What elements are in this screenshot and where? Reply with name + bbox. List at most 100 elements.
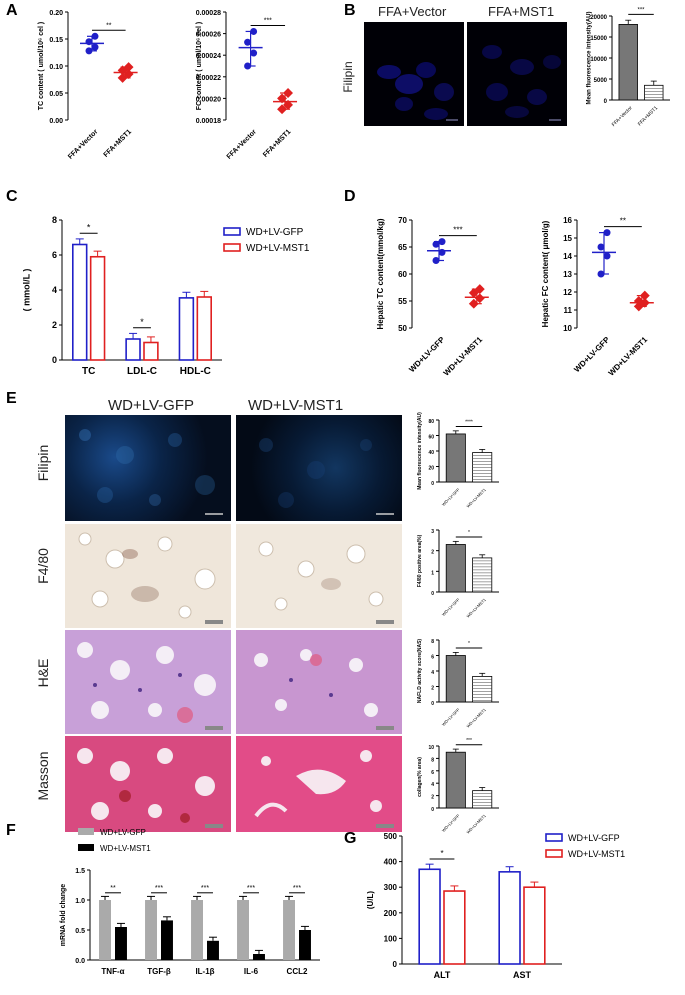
g-y-tick-label: 300	[384, 883, 398, 892]
a-right-y-tick-label: 0.00022	[196, 75, 221, 82]
e-bar-0-y-tick-label: 20	[428, 466, 434, 472]
f-bar	[115, 927, 127, 960]
chart-e-f480: 0 1 2 3 F4/80 positive area(%) WD+LV-GFP WD+LV…	[417, 529, 499, 619]
a-left-point	[91, 43, 99, 51]
a-left-y-axis-label: TC content ( umol/10⁶ cel )	[38, 22, 45, 110]
a-right-y-tick-label: 0.00024	[196, 53, 221, 60]
c-x-label: LDL-C	[127, 366, 157, 377]
g-y-axis-label: (U/L)	[366, 891, 375, 910]
e-bar-0-y-tick-label: 0	[431, 481, 434, 487]
c-legend-swatch	[223, 227, 241, 236]
d-left-point	[432, 240, 440, 248]
d-right-x-label: WD+LV-MST1	[607, 335, 650, 378]
d-right-point	[597, 270, 605, 278]
e-bar-3-sig-label: ***	[466, 738, 472, 744]
d-left-point	[432, 257, 440, 264]
a-right-x-label: FFA+Vector	[226, 128, 259, 161]
b-bar-y-tick-label: 0	[604, 99, 608, 105]
e-bar-0-sig-label: ****	[465, 420, 473, 426]
b-bar-y-tick-label: 10000	[590, 57, 607, 63]
e-masson-mst1	[236, 736, 402, 832]
e-bar-2-y-tick-label: 8	[431, 639, 434, 645]
e-bar-2-y-tick-label: 4	[431, 670, 434, 676]
a-left-y-tick-label: 0.20	[49, 10, 63, 17]
g-y-tick-label: 400	[384, 858, 398, 867]
d-right-point	[603, 229, 611, 237]
g-legend-swatch	[545, 849, 563, 858]
f-x-label: IL-6	[244, 967, 259, 976]
a-left-y-tick-label: 0.00	[49, 118, 63, 125]
g-bar	[498, 871, 521, 965]
d-left-point	[438, 238, 446, 246]
e-bar-3-y-tick-label: 6	[431, 770, 434, 776]
e-bar-2-sig-label: *	[468, 641, 470, 647]
g-sig-label: *	[440, 849, 443, 858]
panel-letter-f: F	[6, 822, 16, 839]
a-left-point	[85, 38, 93, 46]
panel-letter-c: C	[6, 188, 18, 205]
e-bar-1-bar	[445, 544, 466, 593]
a-left-point	[91, 32, 99, 40]
a-right-y-tick-label: 0.00018	[196, 118, 221, 125]
e-bar-0-y-axis-label: Mean fluorescence intensity(AU)	[417, 412, 423, 490]
f-y-tick-label: 0.5	[75, 928, 85, 935]
a-right-point	[277, 93, 287, 104]
d-left-y-tick-label: 60	[398, 270, 407, 279]
chart-d-hepatic-fc: 10 11 12 13 14 15 16 Hepatic FC content( μmol/g…	[541, 216, 654, 378]
e-bar-0-y-tick-label: 60	[428, 435, 434, 441]
b-micrograph-vector	[364, 22, 464, 126]
e-bar-2-x-label: WD+LV-GFP	[441, 707, 461, 727]
e-bar-2-y-axis-label: NAFLD activity score(NAS)	[417, 639, 423, 704]
chart-a-tc-content: 0.00 0.05 0.10 0.15 0.20 TC content ( umol/10…	[38, 10, 138, 161]
f-legend-label: WD+LV-GFP	[100, 828, 146, 837]
a-right-y-tick-label: 0.00026	[196, 32, 221, 39]
e-bar-3-y-tick-label: 0	[431, 807, 434, 813]
e-bar-0-bar	[445, 433, 466, 483]
f-bar	[191, 900, 203, 960]
chart-c-lipids: 0 2 4 6 8 ( mmol/L ) TC * LDL-C * HDL-C WD+LV-GFP WD…	[22, 215, 310, 377]
e-bar-1-y-tick-label: 0	[431, 591, 434, 597]
e-he-mst1-texture	[254, 649, 394, 730]
panel-letter-g: G	[344, 830, 357, 847]
a-right-point	[244, 38, 252, 46]
g-y-tick-label: 0	[393, 960, 398, 969]
c-sig-label: *	[87, 222, 91, 232]
c-y-tick-label: 2	[52, 320, 57, 330]
c-legend-swatch	[223, 243, 241, 252]
a-left-point	[85, 47, 93, 55]
d-left-point	[474, 293, 485, 304]
c-legend-label: WD+LV-MST1	[246, 243, 310, 254]
g-bar	[523, 886, 546, 965]
a-left-x-label: FFA+MST1	[103, 128, 133, 158]
g-x-label: AST	[513, 970, 532, 980]
b-bar-bar	[618, 23, 638, 101]
e-f480-gfp	[65, 524, 231, 628]
e-bar-1-y-tick-label: 2	[431, 550, 434, 556]
e-f480-mst1-texture	[258, 541, 394, 624]
e-bar-3-bar	[445, 751, 466, 809]
e-bar-2-y-tick-label: 6	[431, 655, 434, 661]
b-bar-x-label: FFA+MST1	[637, 105, 659, 127]
c-bar	[196, 296, 212, 361]
e-he-gfp-texture	[77, 642, 223, 730]
d-left-x-label: WD+LV-MST1	[442, 335, 485, 378]
b-bar-y-axis-label: Mean fluorescence intensity(AU)	[586, 11, 592, 104]
e-bar-1-x-label: WD+LV-MST1	[465, 597, 487, 619]
f-y-tick-label: 0.0	[75, 958, 85, 965]
d-right-point	[597, 243, 605, 251]
f-bar	[207, 940, 219, 960]
f-x-label: TNF-α	[101, 967, 124, 976]
d-right-y-tick-label: 11	[564, 306, 573, 315]
c-bar	[89, 255, 106, 361]
e-bar-2-x-label: WD+LV-MST1	[465, 707, 487, 729]
e-he-gfp	[65, 630, 231, 734]
c-x-label: HDL-C	[180, 366, 211, 377]
g-x-label: ALT	[434, 970, 451, 980]
f-sig-label: ***	[201, 885, 209, 892]
a-right-point	[244, 62, 252, 70]
a-left-sig-label: **	[106, 22, 112, 29]
a-right-y-tick-label: 0.00028	[196, 10, 221, 17]
e-filipin-gfp-texture	[79, 429, 223, 515]
e-bar-0-bar	[472, 452, 493, 483]
